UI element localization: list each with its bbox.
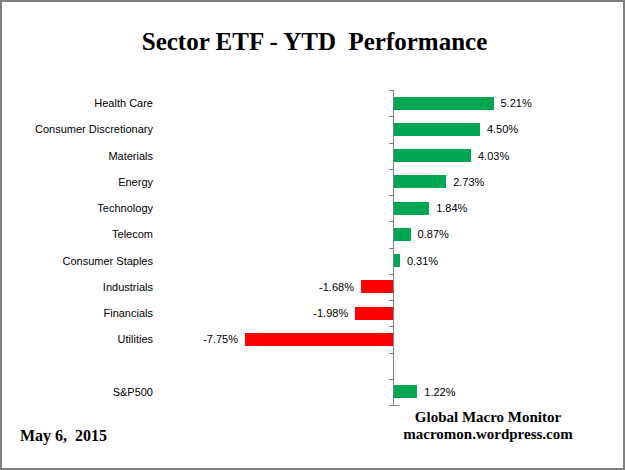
chart-row: Financials -1.98%	[2, 300, 625, 326]
category-label: Consumer Staples	[2, 248, 153, 274]
category-label: Industrials	[2, 274, 153, 300]
chart-row: Health Care 5.21%	[2, 90, 625, 116]
chart-title: Sector ETF - YTD Performance	[2, 28, 625, 56]
bar-financials	[355, 307, 393, 320]
bar-energy	[394, 175, 446, 188]
value-label: 1.84%	[436, 195, 467, 221]
category-label: S&P500	[2, 379, 153, 405]
category-label: Financials	[2, 300, 153, 326]
bar-materials	[394, 149, 471, 162]
chart-row: Energy 2.73%	[2, 169, 625, 195]
value-label: 0.31%	[407, 248, 438, 274]
category-label: Energy	[2, 169, 153, 195]
chart-row: Utilities -7.75%	[2, 326, 625, 352]
value-label: 5.21%	[501, 90, 532, 116]
category-label: Technology	[2, 195, 153, 221]
value-label: 4.03%	[478, 143, 509, 169]
value-label: 0.87%	[418, 221, 449, 247]
bar-industrials	[361, 280, 393, 293]
category-label: Utilities	[2, 326, 153, 352]
bar-technology	[394, 202, 429, 215]
credit-line-2: macromon.wordpress.com	[378, 426, 598, 443]
category-label: Consumer Discretionary	[2, 116, 153, 142]
value-label: 2.73%	[453, 169, 484, 195]
category-label: Telecom	[2, 221, 153, 247]
bar-consumer-discretionary	[394, 123, 480, 136]
chart-row: Industrials -1.68%	[2, 274, 625, 300]
chart-row: Consumer Staples 0.31%	[2, 248, 625, 274]
value-label: -7.75%	[203, 326, 238, 352]
value-label: 1.22%	[424, 379, 455, 405]
category-label: Health Care	[2, 90, 153, 116]
value-label: -1.98%	[313, 300, 348, 326]
credit-line-1: Global Macro Monitor	[378, 409, 598, 426]
bar-telecom	[394, 228, 411, 241]
value-label: 4.50%	[487, 116, 518, 142]
date-label: May 6, 2015	[20, 427, 107, 445]
chart-frame: Sector ETF - YTD Performance Health Care…	[0, 0, 625, 470]
axis-end-tick	[393, 405, 399, 406]
chart-row: Consumer Discretionary 4.50%	[2, 116, 625, 142]
chart-row: Technology 1.84%	[2, 195, 625, 221]
chart-row: Materials 4.03%	[2, 143, 625, 169]
bar-consumer-staples	[394, 254, 400, 267]
chart-row: S&P500 1.22%	[2, 379, 625, 405]
value-label: -1.68%	[319, 274, 354, 300]
bar-health-care	[394, 97, 494, 110]
chart-row	[2, 353, 625, 379]
bar-utilities	[245, 333, 393, 346]
plot-area: Health Care 5.21% Consumer Discretionary 4.…	[2, 90, 625, 405]
bar-s-p500	[394, 385, 417, 398]
chart-row: Telecom 0.87%	[2, 221, 625, 247]
credit-block: Global Macro Monitor macromon.wordpress.…	[378, 409, 598, 443]
category-label: Materials	[2, 143, 153, 169]
